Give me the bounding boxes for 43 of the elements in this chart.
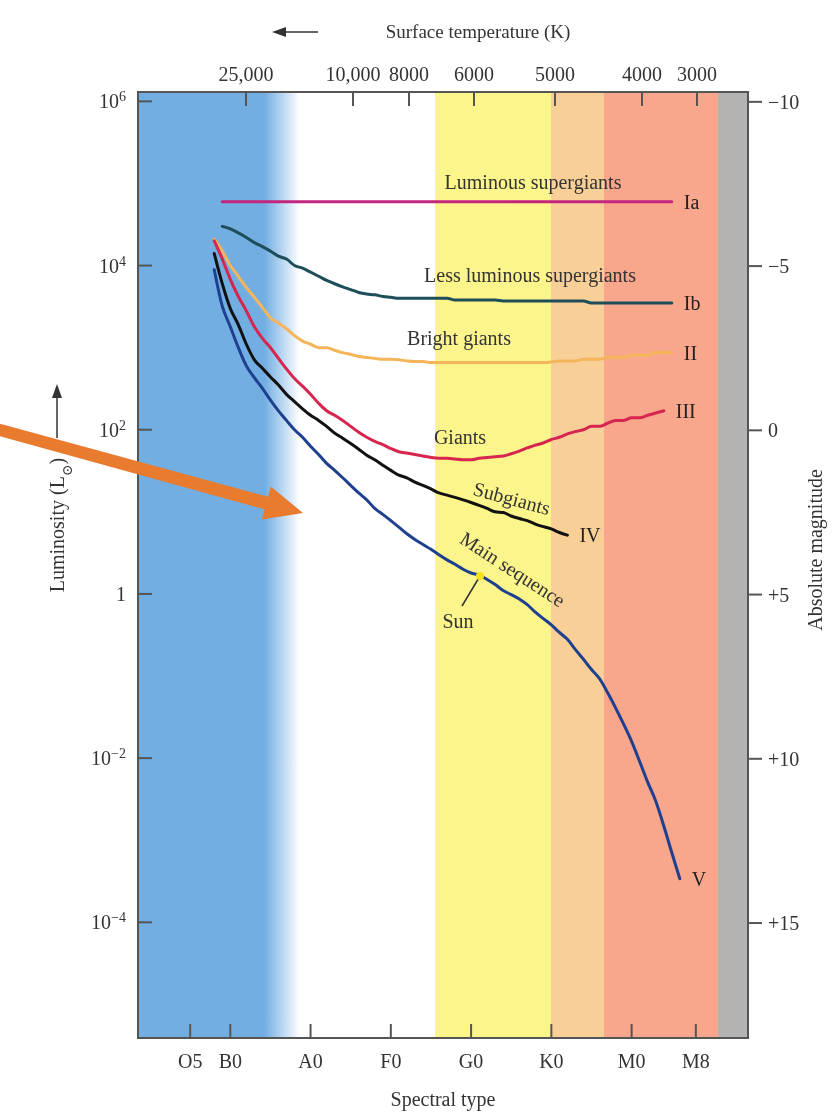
annotation: Giants xyxy=(433,426,487,448)
y2-tick-label: +10 xyxy=(768,747,800,770)
y2-tick-label: −5 xyxy=(768,255,790,278)
series-label: III xyxy=(675,399,696,422)
x-tick-label: K0 xyxy=(539,1050,564,1072)
x-tick-label: A0 xyxy=(298,1050,323,1072)
y-tick-label: 10$^{−4}$ xyxy=(91,909,126,934)
line-series xyxy=(212,239,666,462)
annotation: Luminous supergiants xyxy=(444,171,622,194)
text: 8000 xyxy=(389,63,429,85)
text: 10,000 xyxy=(325,63,381,85)
annotation: Subgiants xyxy=(470,477,553,521)
y-tick-label: 10$^{4}$ xyxy=(99,253,126,277)
text: 25,000 xyxy=(218,63,274,85)
x-tick-label: M0 xyxy=(617,1050,646,1072)
line-series xyxy=(212,237,674,364)
y2-tick-label: 0 xyxy=(768,419,778,442)
y2-tick-label: +15 xyxy=(768,912,800,935)
annotation: Sun xyxy=(442,610,474,632)
y2-axis-title: Absolute magnitude xyxy=(804,469,827,631)
y-tick-label: 1 xyxy=(116,582,126,605)
text: 3000 xyxy=(677,63,717,85)
x-tick-label: G0 xyxy=(458,1050,484,1072)
series-label: V xyxy=(691,867,707,890)
text: 6000 xyxy=(454,63,494,85)
y2-tick-label: +5 xyxy=(768,583,790,606)
series-label: IV xyxy=(579,524,602,547)
x-tick-label: M8 xyxy=(681,1050,710,1072)
text: Surface temperature (K) xyxy=(385,21,571,43)
x-axis-title: Spectral type xyxy=(390,1088,496,1111)
series-label: Ib xyxy=(683,291,701,314)
x-tick-label: B0 xyxy=(218,1050,242,1072)
x-tick-label: F0 xyxy=(380,1050,402,1072)
text: 5000 xyxy=(535,63,575,85)
line-series xyxy=(220,224,674,305)
y2-tick-label: −10 xyxy=(768,90,800,113)
series-label: Ia xyxy=(683,190,700,213)
series-label: II xyxy=(683,341,698,364)
y-tick-label: 10$^{−2}$ xyxy=(91,745,126,770)
x-tick-label: O5 xyxy=(177,1050,203,1072)
y-tick-label: 10$^{2}$ xyxy=(99,417,126,441)
y-tick-label: 10$^{6}$ xyxy=(99,88,126,113)
text: 4000 xyxy=(622,63,662,85)
